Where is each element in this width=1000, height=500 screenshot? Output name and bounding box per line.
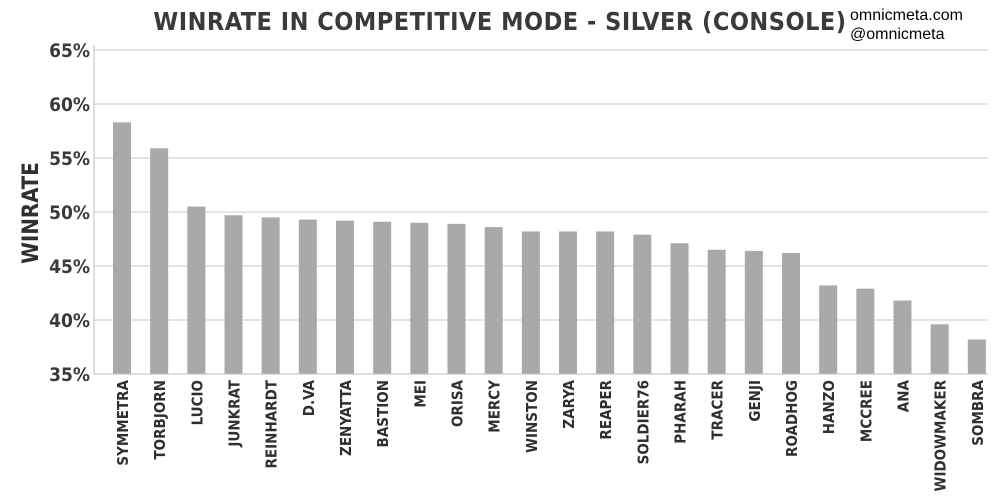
x-tick-label: ANA [895, 379, 913, 412]
credit-website: omnicmeta.com [850, 7, 963, 24]
bars [113, 122, 986, 374]
y-tick-labels: 35% 40% 45% 50% 55% 60% 65% [49, 40, 90, 386]
bar [744, 250, 763, 374]
x-tick-label: D.VA [300, 379, 318, 416]
bar [298, 219, 317, 374]
bar [893, 300, 912, 374]
credit-handle: @omnicmeta [850, 26, 945, 43]
x-tick-label: REINHARDT [263, 379, 281, 468]
x-tick-label: PHARAH [672, 380, 690, 444]
x-tick-label: HANZO [820, 380, 838, 434]
y-tick-label: 60% [49, 94, 90, 116]
y-tick-label: 55% [49, 148, 90, 170]
x-tick-label: TRACER [709, 379, 727, 439]
x-tick-labels: SYMMETRA TORBJORN LUCIO JUNKRAT REINHARDT D.V… [114, 379, 987, 491]
x-tick-label: MEI [411, 380, 429, 408]
x-tick-label: SYMMETRA [114, 379, 132, 465]
bar [336, 220, 354, 374]
bar [521, 231, 540, 374]
y-tick-label: 40% [49, 310, 90, 332]
bar [967, 339, 986, 374]
x-tick-label: JUNKRAT [226, 379, 244, 447]
y-axis-label: WINRATE [19, 162, 44, 264]
x-tick-label: ZENYATTA [337, 379, 355, 456]
x-tick-label: ROADHOG [783, 380, 801, 457]
bar [930, 324, 949, 374]
bar [113, 122, 131, 374]
bar [782, 253, 800, 374]
x-tick-label: MERCY [486, 380, 504, 433]
x-tick-label: ORISA [449, 379, 467, 427]
bar [447, 223, 466, 374]
x-tick-label: SOLDIER76 [634, 380, 652, 464]
y-tick-label: 50% [49, 202, 90, 224]
bar [187, 206, 206, 374]
x-tick-label: WIDOWMAKER [932, 379, 950, 491]
y-tick-label: 35% [49, 364, 90, 386]
x-tick-label: MCCREE [857, 380, 875, 442]
x-tick-label: SOMBRA [969, 379, 987, 445]
bar [261, 217, 280, 374]
bar [670, 243, 689, 374]
bar [150, 148, 169, 374]
y-tick-label: 65% [49, 40, 90, 62]
x-tick-label: LUCIO [188, 380, 206, 425]
y-tick-label: 45% [49, 256, 90, 278]
bar [633, 234, 652, 374]
x-tick-label: BASTION [374, 380, 392, 447]
x-tick-label: ZARYA [560, 379, 578, 428]
gridlines [94, 49, 988, 321]
bar [596, 231, 615, 374]
bar [410, 222, 429, 374]
bar [856, 288, 875, 374]
bar [707, 249, 726, 374]
bar [819, 285, 838, 374]
bar [373, 221, 392, 374]
x-tick-label: WINSTON [523, 380, 541, 453]
x-tick-label: TORBJORN [151, 380, 169, 460]
bar [484, 227, 503, 374]
x-tick-label: GENJI [746, 380, 764, 422]
x-tick-label: REAPER [597, 379, 615, 439]
chart-title: WINRATE IN COMPETITIVE MODE - SILVER (CO… [153, 7, 846, 36]
bar [224, 215, 243, 374]
bar [559, 231, 577, 374]
